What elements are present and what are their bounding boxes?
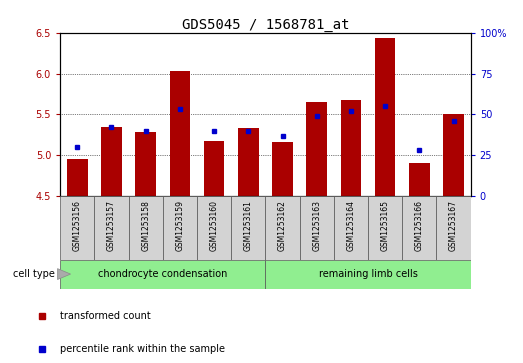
Bar: [197, 196, 231, 260]
Polygon shape: [58, 269, 71, 280]
Text: GSM1253162: GSM1253162: [278, 200, 287, 251]
Bar: [231, 196, 266, 260]
Text: GSM1253161: GSM1253161: [244, 200, 253, 251]
Text: GSM1253157: GSM1253157: [107, 200, 116, 252]
Text: GSM1253159: GSM1253159: [175, 200, 185, 252]
Text: GSM1253165: GSM1253165: [381, 200, 390, 252]
Bar: [266, 196, 300, 260]
Text: GSM1253163: GSM1253163: [312, 200, 321, 252]
Bar: [67, 159, 87, 196]
Bar: [204, 141, 224, 196]
Text: GSM1253166: GSM1253166: [415, 200, 424, 252]
Bar: [169, 71, 190, 196]
Title: GDS5045 / 1568781_at: GDS5045 / 1568781_at: [181, 18, 349, 32]
Text: transformed count: transformed count: [60, 311, 151, 321]
Text: GSM1253167: GSM1253167: [449, 200, 458, 252]
Bar: [129, 196, 163, 260]
Text: percentile rank within the sample: percentile rank within the sample: [60, 344, 225, 354]
Text: GSM1253160: GSM1253160: [210, 200, 219, 252]
Bar: [272, 142, 293, 196]
Text: chondrocyte condensation: chondrocyte condensation: [98, 269, 228, 279]
Text: GSM1253156: GSM1253156: [73, 200, 82, 252]
Bar: [60, 260, 265, 289]
Bar: [101, 127, 122, 196]
Bar: [340, 100, 361, 196]
Bar: [334, 196, 368, 260]
Text: remaining limb cells: remaining limb cells: [319, 269, 417, 279]
Bar: [60, 196, 94, 260]
Bar: [238, 128, 258, 196]
Bar: [300, 196, 334, 260]
Bar: [306, 102, 327, 196]
Bar: [266, 260, 471, 289]
Bar: [94, 196, 129, 260]
Bar: [375, 38, 395, 196]
Text: cell type: cell type: [13, 269, 55, 279]
Bar: [135, 132, 156, 196]
Bar: [444, 114, 464, 196]
Text: GSM1253164: GSM1253164: [346, 200, 356, 252]
Bar: [368, 196, 402, 260]
Bar: [409, 163, 429, 196]
Bar: [402, 196, 437, 260]
Bar: [437, 196, 471, 260]
Bar: [163, 196, 197, 260]
Text: GSM1253158: GSM1253158: [141, 200, 150, 251]
